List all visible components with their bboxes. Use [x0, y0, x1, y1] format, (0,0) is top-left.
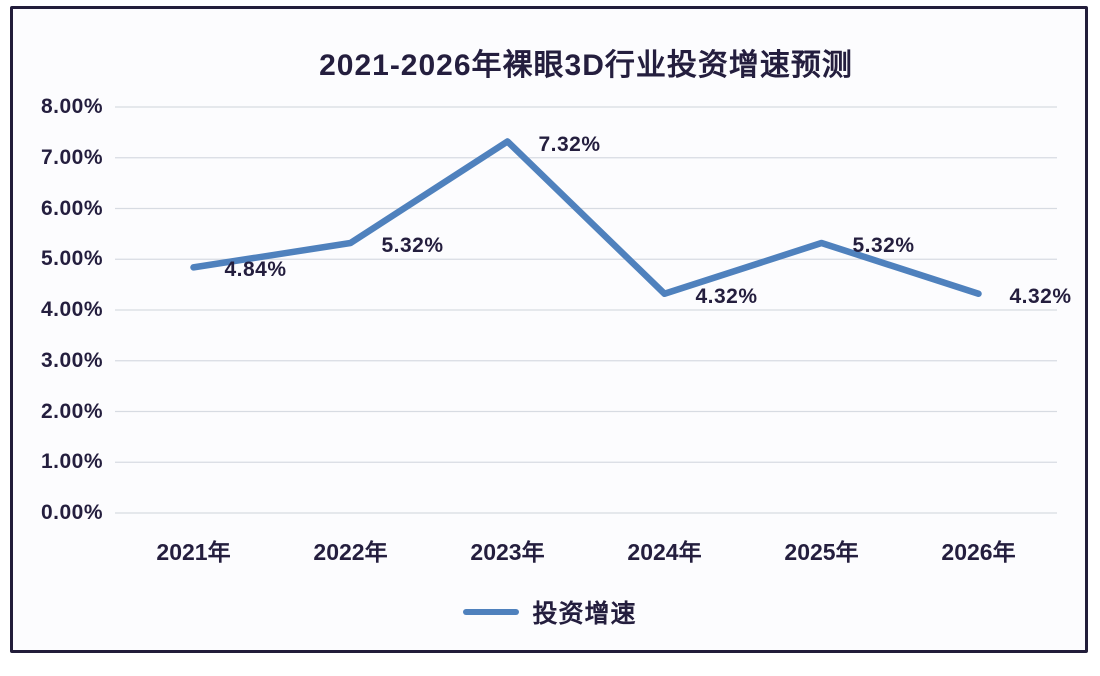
y-axis-tick-label: 0.00% — [40, 501, 103, 524]
x-axis-tick-label: 2025年 — [784, 539, 859, 565]
x-axis-tick-label: 2024年 — [627, 539, 702, 565]
x-axis-tick-label: 2022年 — [313, 539, 388, 565]
data-point-label: 4.84% — [224, 258, 287, 282]
legend-series-label: 投资增速 — [532, 600, 637, 628]
data-point-label: 7.32% — [538, 132, 601, 156]
y-axis-tick-label: 1.00% — [40, 450, 103, 474]
data-point-label: 5.32% — [852, 234, 915, 257]
y-axis-tick-label: 2.00% — [40, 399, 103, 423]
y-axis-tick-label: 3.00% — [40, 348, 103, 372]
x-axis-tick-label: 2021年 — [156, 539, 231, 565]
y-axis-tick-label: 5.00% — [40, 247, 103, 271]
y-axis-tick-label: 8.00% — [40, 95, 103, 118]
chart-legend: 投资增速 — [0, 596, 1100, 628]
x-axis-tick-label: 2023年 — [470, 539, 545, 565]
series-line — [190, 138, 982, 298]
chart-title: 2021-2026年裸眼3D行业投资增速预测 — [319, 49, 853, 82]
chart-frame — [10, 6, 1088, 653]
y-axis-tick-label: 6.00% — [40, 196, 103, 220]
y-axis-tick-label: 4.00% — [40, 298, 103, 321]
y-axis-tick-label: 7.00% — [40, 145, 103, 169]
data-point-label: 5.32% — [381, 234, 444, 257]
data-point-label: 4.32% — [1009, 284, 1072, 308]
legend-line-swatch — [463, 609, 520, 615]
data-point-label: 4.32% — [695, 284, 758, 308]
x-axis-tick-label: 2026年 — [941, 539, 1016, 565]
